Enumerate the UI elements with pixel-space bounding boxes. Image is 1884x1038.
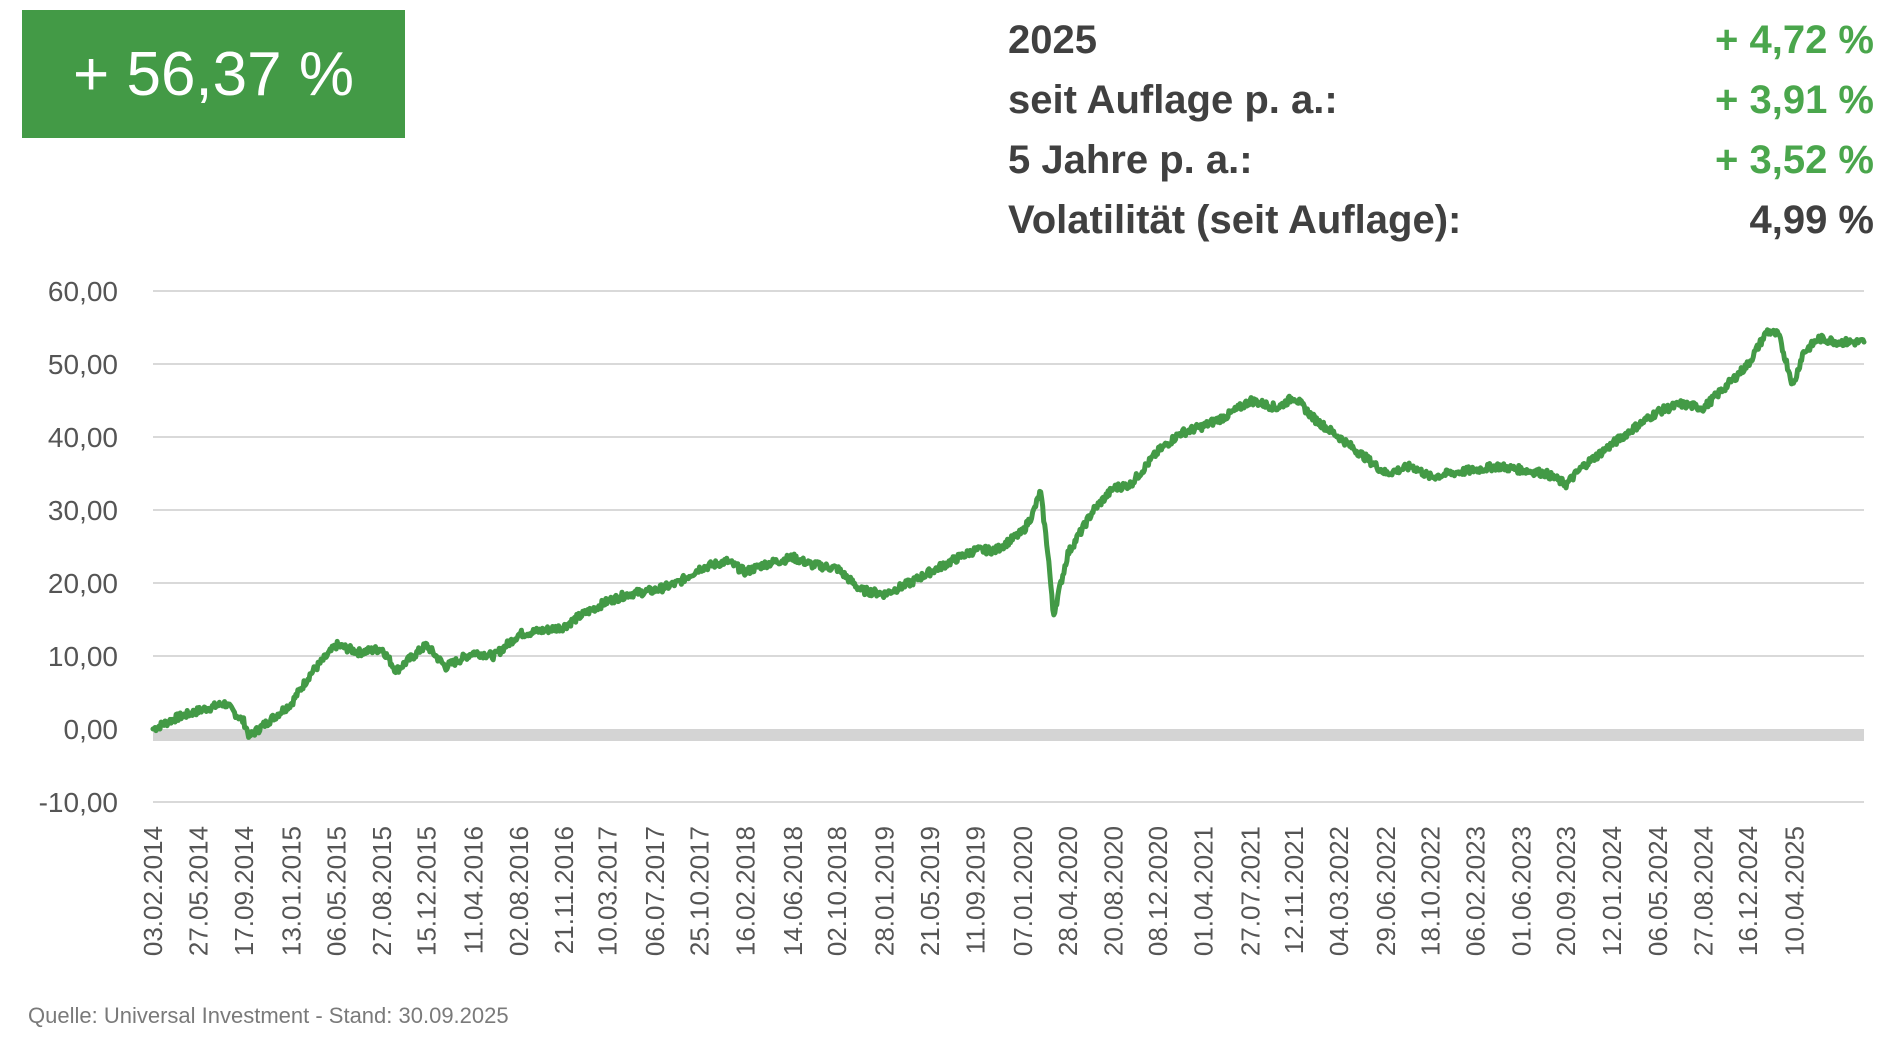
- x-tick-label: 10.03.2017: [593, 826, 623, 956]
- x-tick-label: 27.07.2021: [1236, 826, 1266, 956]
- x-tick-label: 06.02.2023: [1460, 826, 1490, 956]
- x-tick-label: 18.10.2022: [1416, 826, 1446, 956]
- stat-value-5-years: + 3,52 %: [1714, 137, 1874, 182]
- stat-label-since-inception: seit Auflage p. a.:: [1008, 77, 1338, 122]
- y-tick-label: 20,00: [48, 568, 118, 599]
- x-tick-label: 16.12.2024: [1733, 826, 1763, 956]
- stat-label-volatility: Volatilität (seit Auflage):: [1008, 197, 1462, 242]
- x-tick-label: 27.08.2024: [1689, 826, 1719, 956]
- x-tick-label: 21.11.2016: [549, 826, 579, 954]
- x-tick-label: 27.05.2014: [183, 826, 213, 956]
- x-tick-label: 02.08.2016: [504, 826, 534, 956]
- stat-value-ytd: + 4,72 %: [1714, 17, 1874, 62]
- source-note: Quelle: Universal Investment - Stand: 30…: [28, 1003, 509, 1028]
- x-tick-label: 12.11.2021: [1279, 826, 1309, 954]
- x-tick-label: 17.09.2014: [229, 826, 259, 956]
- chart-gridlines: [153, 290, 1864, 803]
- x-tick-label: 03.02.2014: [138, 826, 168, 956]
- x-tick-label: 20.08.2020: [1099, 826, 1129, 956]
- x-tick-label: 28.01.2019: [870, 826, 900, 956]
- x-tick-label: 13.01.2015: [276, 826, 306, 956]
- stat-row-5-years: 5 Jahre p. a.: + 3,52 %: [1008, 130, 1874, 190]
- stat-value-since-inception: + 3,91 %: [1714, 77, 1874, 122]
- x-tick-label: 12.01.2024: [1597, 826, 1627, 956]
- y-tick-label: 50,00: [48, 349, 118, 380]
- y-axis: 60,00 50,00 40,00 30,00 20,00 10,00 0,00 -10,00: [39, 276, 118, 818]
- x-tick-label: 08.12.2020: [1143, 826, 1173, 956]
- x-tick-label: 16.02.2018: [730, 826, 760, 956]
- key-figures: 2025 + 4,72 % seit Auflage p. a.: + 3,91…: [1008, 10, 1874, 250]
- x-tick-label: 01.06.2023: [1507, 826, 1537, 956]
- x-tick-label: 20.09.2023: [1551, 826, 1581, 956]
- y-tick-label: 30,00: [48, 495, 118, 526]
- x-tick-label: 06.05.2024: [1643, 826, 1673, 956]
- x-tick-label: 06.07.2017: [640, 826, 670, 956]
- x-tick-label: 01.04.2021: [1189, 826, 1219, 956]
- chart-series: [150, 327, 1867, 740]
- x-tick-label: 11.09.2019: [960, 826, 990, 954]
- x-tick-label: 04.03.2022: [1324, 826, 1354, 956]
- x-tick-label: 10.04.2025: [1779, 826, 1809, 956]
- series-line: [150, 327, 1867, 740]
- x-tick-label: 29.06.2022: [1371, 826, 1401, 956]
- stat-row-ytd: 2025 + 4,72 %: [1008, 10, 1874, 70]
- stat-value-volatility: 4,99 %: [1749, 197, 1874, 242]
- x-axis: 03.02.2014 27.05.2014 17.09.2014 13.01.2015…: [138, 826, 1809, 956]
- stat-label-5-years: 5 Jahre p. a.:: [1008, 137, 1253, 182]
- stat-row-volatility: Volatilität (seit Auflage): 4,99 %: [1008, 190, 1874, 250]
- x-tick-label: 06.05.2015: [322, 826, 352, 956]
- y-tick-label: 10,00: [48, 641, 118, 672]
- performance-badge: + 56,37 %: [22, 10, 405, 138]
- x-tick-label: 15.12.2015: [411, 826, 441, 956]
- x-tick-label: 25.10.2017: [685, 826, 715, 956]
- x-tick-label: 07.01.2020: [1008, 826, 1038, 956]
- y-tick-label: 40,00: [48, 422, 118, 453]
- y-tick-label: 0,00: [64, 714, 119, 745]
- x-tick-label: 02.10.2018: [822, 826, 852, 956]
- x-tick-label: 11.04.2016: [459, 826, 489, 954]
- x-tick-label: 21.05.2019: [915, 826, 945, 956]
- x-tick-label: 14.06.2018: [778, 826, 808, 956]
- stat-label-ytd: 2025: [1008, 17, 1097, 62]
- x-tick-label: 27.08.2015: [367, 826, 397, 956]
- y-tick-label: 60,00: [48, 276, 118, 307]
- y-tick-label: -10,00: [39, 787, 118, 818]
- stat-row-since-inception: seit Auflage p. a.: + 3,91 %: [1008, 70, 1874, 130]
- x-tick-label: 28.04.2020: [1053, 826, 1083, 956]
- performance-badge-value: + 56,37 %: [73, 39, 354, 109]
